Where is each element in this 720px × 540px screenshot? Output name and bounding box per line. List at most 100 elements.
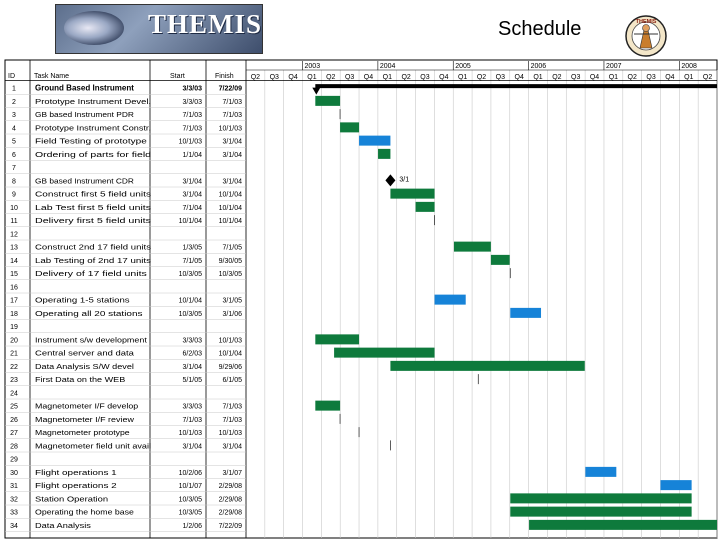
row-task-name: Lab Testing of 2nd 17 units	[35, 256, 151, 265]
row-id: 20	[10, 337, 18, 344]
gantt-bar	[510, 493, 692, 504]
row-finish: 3/1/04	[223, 152, 243, 159]
quarter-label: Q4	[665, 74, 674, 81]
row-start: 7/1/03	[183, 125, 203, 132]
gantt-header: Q2 Q3 Q4 Q1 Q2 Q3 Q4 Q1 Q2 Q3 Q4 Q1 Q2 Q3 Q4 Q1 Q2 Q3 Q4 Q1…	[8, 63, 712, 81]
themis-mission-logo-icon: THEMIS	[625, 15, 667, 57]
gantt-bar	[434, 294, 466, 305]
row-start: 3/1/04	[183, 178, 203, 185]
row-id: 24	[10, 390, 18, 397]
row-id: 27	[10, 430, 18, 437]
row-start: 10/3/05	[179, 311, 202, 318]
row-task-name: Flight operations 1	[35, 468, 117, 477]
gantt-bar	[453, 241, 491, 252]
row-start: 3/3/03	[183, 337, 203, 344]
gantt-bar	[660, 480, 692, 491]
quarter-label: Q1	[458, 74, 467, 81]
row-start: 3/3/03	[183, 404, 203, 411]
column-header: ID	[8, 73, 15, 80]
quarter-label: Q3	[646, 74, 655, 81]
row-id: 4	[12, 125, 16, 132]
row-task-name: Construct 2nd 17 field units	[35, 243, 151, 252]
row-id: 18	[10, 311, 18, 318]
row-id: 29	[10, 457, 18, 464]
row-start: 3/3/03	[183, 86, 203, 93]
row-task-name: Lab Test first 5 field units	[35, 203, 151, 212]
row-finish: 3/1/07	[223, 470, 243, 477]
row-task-name: Magnetometer field unit avail	[35, 441, 151, 450]
row-start: 10/1/04	[179, 218, 202, 225]
gantt-bar	[315, 334, 360, 345]
gantt-bar	[390, 188, 435, 199]
row-task-name: GB based Instrument PDR	[35, 110, 134, 119]
page-title: Schedule	[498, 18, 582, 40]
row-start: 10/1/03	[179, 430, 202, 437]
row-task-name: Operating the home base	[35, 508, 134, 517]
row-start: 10/1/04	[179, 298, 202, 305]
row-task-name: Delivery of 17 field units	[35, 269, 147, 278]
row-id: 13	[10, 245, 18, 252]
row-task-name: First Data on the WEB	[35, 375, 125, 384]
row-id: 2	[12, 99, 16, 106]
row-task-name: Construct first 5 field units	[35, 190, 151, 199]
row-finish: 10/1/04	[219, 192, 242, 199]
quarter-label: Q4	[364, 74, 373, 81]
row-finish: 7/1/03	[223, 404, 243, 411]
row-id: 25	[10, 404, 18, 411]
row-start: 10/2/06	[179, 470, 202, 477]
milestone-date-label: 3/1	[399, 176, 409, 183]
row-start: 1/3/05	[183, 245, 203, 252]
quarter-label: Q1	[533, 74, 542, 81]
quarter-label: Q2	[401, 74, 410, 81]
row-finish: 3/1/05	[223, 298, 243, 305]
row-task-name: Operating all 20 stations	[35, 309, 143, 318]
row-task-name: Data Analysis S/W devel	[35, 362, 134, 371]
row-start: 10/3/05	[179, 271, 202, 278]
row-id: 12	[10, 231, 18, 238]
quarter-label: Q4	[515, 74, 524, 81]
quarter-label: Q1	[307, 74, 316, 81]
row-task-name: Field Testing of prototype	[35, 137, 147, 146]
quarter-label: Q3	[345, 74, 354, 81]
row-start: 3/3/03	[183, 99, 203, 106]
quarter-label: Q1	[684, 74, 693, 81]
themis-banner: THEMIS	[55, 4, 263, 54]
year-label: 2005	[455, 63, 471, 70]
row-start: 3/1/04	[183, 192, 203, 199]
banner-title: THEMIS	[148, 9, 263, 39]
summary-start-cap	[312, 87, 321, 95]
row-start: 10/1/03	[179, 139, 202, 146]
row-id: 31	[10, 483, 18, 490]
row-id: 16	[10, 284, 18, 291]
row-finish: 7/1/03	[223, 112, 243, 119]
row-start: 10/3/05	[179, 510, 202, 517]
row-start: 1/2/06	[183, 523, 203, 530]
quarter-label: Q3	[270, 74, 279, 81]
gantt-bars: 3/1	[312, 84, 717, 530]
row-task-name: Magnetometer I/F review	[35, 415, 135, 424]
row-id: 5	[12, 139, 16, 146]
row-task-name: Station Operation	[35, 494, 108, 503]
row-task-name: Prototype Instrument Constr.	[35, 123, 151, 132]
row-start: 10/1/07	[179, 483, 202, 490]
row-finish: 7/1/03	[223, 417, 243, 424]
row-id: 8	[12, 178, 16, 185]
gantt-bar	[510, 307, 542, 318]
row-finish: 10/1/04	[219, 205, 242, 212]
year-label: 2007	[606, 63, 622, 70]
row-id: 19	[10, 324, 18, 331]
row-id: 9	[12, 192, 16, 199]
row-finish: 2/29/08	[219, 496, 242, 503]
spacecraft-graphic-icon	[64, 11, 124, 45]
quarter-label: Q1	[609, 74, 618, 81]
column-header: Start	[170, 73, 185, 80]
row-start: 7/1/05	[183, 258, 203, 265]
gantt-bar	[359, 135, 391, 146]
row-id: 22	[10, 364, 18, 371]
quarter-label: Q4	[590, 74, 599, 81]
quarter-label: Q2	[251, 74, 260, 81]
row-id: 21	[10, 351, 18, 358]
row-finish: 9/30/05	[219, 258, 242, 265]
row-task-name: Flight operations 2	[35, 481, 117, 490]
row-id: 14	[10, 258, 18, 265]
